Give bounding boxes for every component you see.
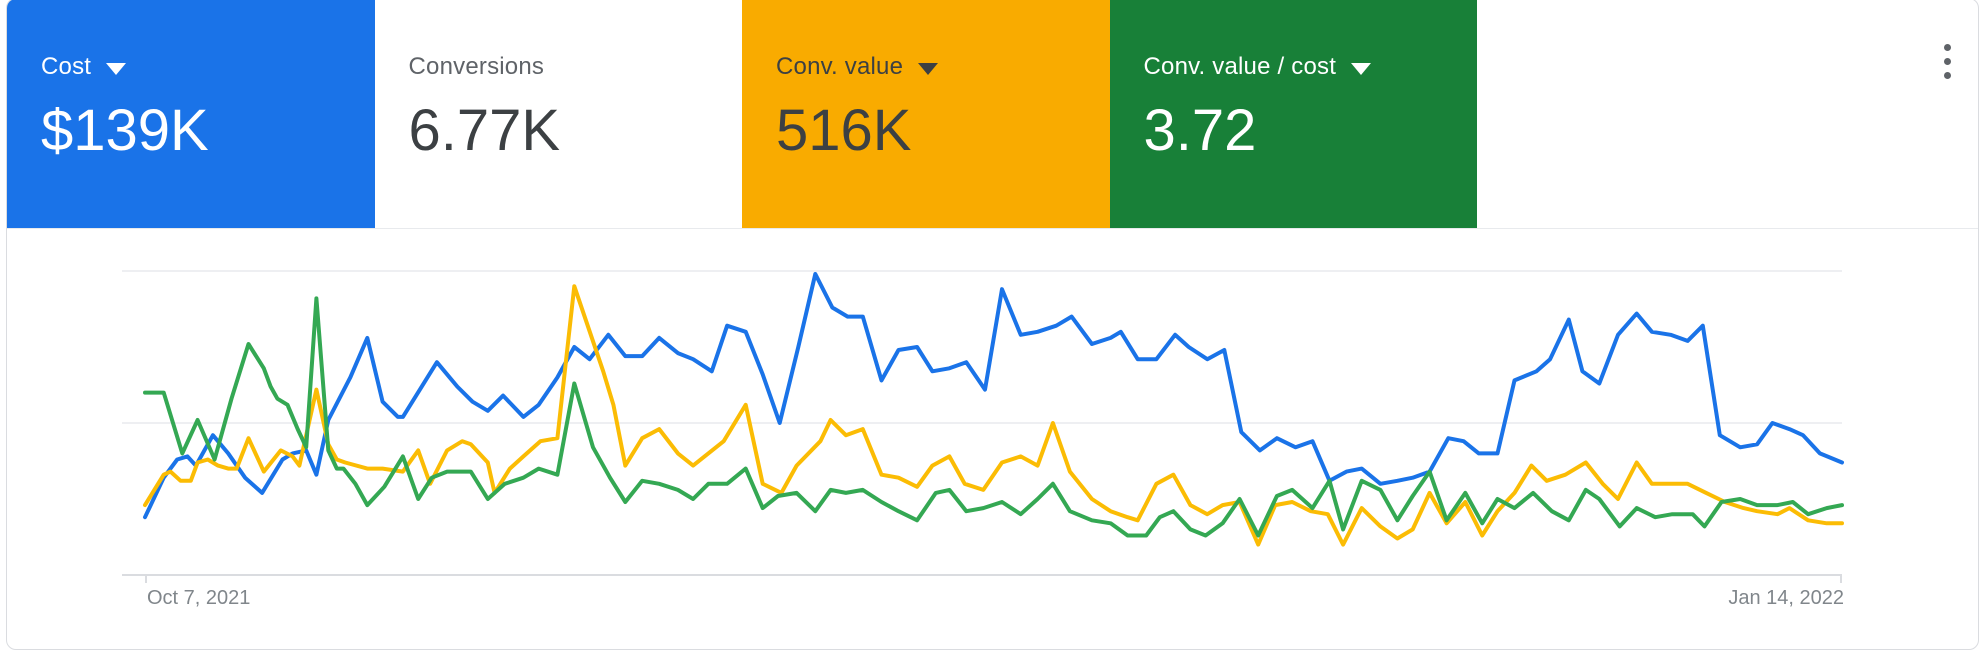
- kebab-menu-icon: [1943, 71, 1951, 79]
- metric-card-label-row: Conversions: [409, 53, 743, 81]
- x-axis-end-label: Jan 14, 2022: [1728, 587, 1844, 609]
- chart-panel: Cost $139K Conversions 6.77K Conv. value…: [6, 0, 1979, 650]
- metric-card-label-row: Conv. value / cost: [1144, 53, 1478, 81]
- metric-card-value: 516K: [776, 98, 912, 163]
- metric-card-label: Conv. value / cost: [1143, 53, 1337, 80]
- metric-card-label: Cost: [41, 53, 92, 80]
- timeseries-chart-canvas: [122, 270, 1844, 583]
- metric-card-label: Conv. value: [776, 53, 904, 80]
- chevron-down-icon[interactable]: [1351, 63, 1372, 75]
- metric-card-label-row: Conv. value: [776, 53, 1110, 81]
- metric-card-value: 3.72: [1143, 98, 1257, 163]
- metric-card-conversions[interactable]: Conversions 6.77K: [374, 0, 743, 229]
- chevron-down-icon[interactable]: [106, 63, 127, 75]
- metric-card-conv-value-per-cost[interactable]: Conv. value / cost 3.72: [1109, 0, 1478, 229]
- metric-card-value: 6.77K: [408, 98, 561, 163]
- x-axis-start-label: Oct 7, 2021: [147, 587, 251, 609]
- metric-card-label-row: Cost: [41, 53, 375, 81]
- metric-card-cost[interactable]: Cost $139K: [7, 0, 375, 229]
- metric-cards-row: Cost $139K Conversions 6.77K Conv. value…: [7, 0, 1477, 229]
- metric-card-conv-value[interactable]: Conv. value 516K: [742, 0, 1110, 229]
- metric-card-value: $139K: [41, 98, 209, 163]
- cards-divider: [7, 228, 1978, 229]
- kebab-menu-icon: [1943, 57, 1951, 65]
- metric-card-label: Conversions: [408, 53, 545, 80]
- timeseries-chart[interactable]: Oct 7, 2021 Jan 14, 2022: [7, 229, 1978, 648]
- more-options-button[interactable]: [1927, 35, 1967, 87]
- chevron-down-icon[interactable]: [918, 63, 939, 75]
- kebab-menu-icon: [1943, 43, 1951, 51]
